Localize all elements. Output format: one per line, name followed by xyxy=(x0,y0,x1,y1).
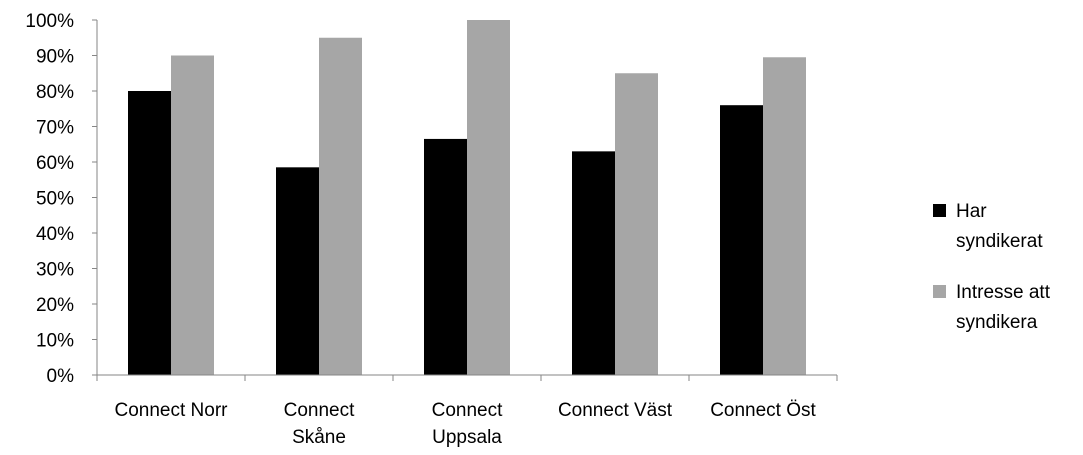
y-tick-label: 60% xyxy=(36,153,74,174)
x-category-label: Connect Väst xyxy=(558,400,673,421)
x-category-label: Connect Öst xyxy=(710,400,816,421)
y-tick-label: 70% xyxy=(36,118,74,139)
x-category-label: Connect Skåne xyxy=(284,400,355,448)
bars xyxy=(128,20,806,376)
y-tick-label: 40% xyxy=(36,224,74,245)
legend-label: Har syndikerat xyxy=(956,201,1043,252)
bar-intresse-att-syndikera xyxy=(763,57,806,376)
x-category-label: Connect Norr xyxy=(115,400,229,421)
y-tick-label: 80% xyxy=(36,82,74,103)
bar-har-syndikerat xyxy=(572,151,615,375)
y-tick-label: 0% xyxy=(47,366,75,387)
bar-intresse-att-syndikera xyxy=(615,73,658,375)
bar-har-syndikerat xyxy=(128,91,171,375)
x-axis: Connect Norr Connect Skåne Connect Uppsala Co… xyxy=(96,374,838,448)
y-axis: 0% 10% 20% 30% 40% 50% 60% 70% 80% 90% 100% xyxy=(25,11,98,387)
legend: Har syndikerat Intresse att syndikera xyxy=(933,201,1051,333)
legend-swatch xyxy=(933,285,946,298)
y-tick-label: 50% xyxy=(36,189,74,210)
bar-intresse-att-syndikera xyxy=(171,55,214,375)
x-category-label: Connect Uppsala xyxy=(432,400,503,448)
bar-intresse-att-syndikera xyxy=(319,37,362,375)
y-tick-label: 90% xyxy=(36,47,74,68)
bar-intresse-att-syndikera xyxy=(467,20,510,375)
y-tick-label: 10% xyxy=(36,331,74,352)
bar-har-syndikerat xyxy=(424,138,467,375)
legend-swatch xyxy=(933,204,946,217)
bar-har-syndikerat xyxy=(276,167,319,375)
legend-label: Intresse att syndikera xyxy=(956,282,1051,333)
bar-har-syndikerat xyxy=(720,105,763,375)
y-tick-label: 30% xyxy=(36,260,74,281)
y-tick-label: 100% xyxy=(25,11,74,32)
y-tick-label: 20% xyxy=(36,295,74,316)
